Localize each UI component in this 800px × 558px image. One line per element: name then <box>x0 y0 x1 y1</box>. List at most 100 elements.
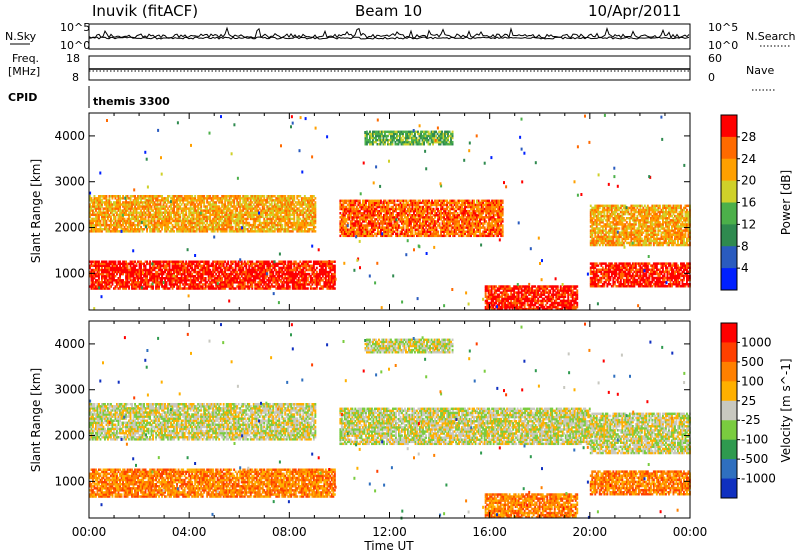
power-cell <box>254 228 256 230</box>
power-cell <box>293 195 295 197</box>
power-cell <box>287 228 289 230</box>
power-cell <box>427 204 429 206</box>
nsky-trace <box>89 28 689 38</box>
power-cell <box>268 201 270 203</box>
power-cell <box>110 201 112 203</box>
power-cell <box>310 261 312 263</box>
power-cell <box>161 195 163 197</box>
power-cell <box>314 207 316 209</box>
power-cell <box>139 230 141 232</box>
power-cell <box>281 201 283 203</box>
power-cell <box>133 222 135 224</box>
power-cell <box>169 267 171 269</box>
nsky-top-tick-left: 10^5 <box>60 21 90 34</box>
power-cell <box>154 201 156 203</box>
power-cell <box>184 222 186 224</box>
power-cell <box>194 195 196 197</box>
power-cell <box>230 222 232 224</box>
power-cell <box>295 261 297 263</box>
power-cell <box>302 214 304 216</box>
power-cell <box>109 197 111 199</box>
power-cell <box>316 271 318 273</box>
power-cell <box>122 197 124 199</box>
power-cell <box>235 261 237 263</box>
power-cell <box>160 230 162 232</box>
power-cell <box>173 207 175 209</box>
power-cell <box>209 201 211 203</box>
power-cell <box>290 267 292 269</box>
power-cell <box>271 283 273 285</box>
power-cell <box>313 195 315 197</box>
power-cell <box>166 230 168 232</box>
power-cell <box>280 230 282 232</box>
power-cell <box>329 283 331 285</box>
power-cell <box>136 263 138 265</box>
power-cell <box>149 261 151 263</box>
power-cell <box>128 285 130 287</box>
power-cell <box>232 228 234 230</box>
power-cell <box>140 261 142 263</box>
power-cell <box>209 195 211 197</box>
power-cell <box>274 222 276 224</box>
power-cell <box>164 201 166 203</box>
power-cell <box>244 261 246 263</box>
power-cell <box>247 228 249 230</box>
power-cell <box>103 273 105 275</box>
power-cell <box>242 267 244 269</box>
power-cell <box>412 229 414 231</box>
power-cell <box>394 200 396 202</box>
power-cell <box>145 222 147 224</box>
power-cell <box>314 230 316 232</box>
power-cell <box>334 265 336 267</box>
power-cell <box>308 273 310 275</box>
power-cell <box>127 283 129 285</box>
power-cell <box>274 230 276 232</box>
power-cell <box>293 214 295 216</box>
power-cell <box>308 283 310 285</box>
power-cell <box>217 230 219 232</box>
power-cell <box>182 261 184 263</box>
power-cell <box>116 228 118 230</box>
power-cell <box>365 204 367 206</box>
power-cell <box>167 228 169 230</box>
power-cell <box>284 261 286 263</box>
power-cell <box>395 210 397 212</box>
power-cell <box>290 261 292 263</box>
power-cell <box>365 220 367 222</box>
power-cell <box>311 201 313 203</box>
power-cell <box>345 220 347 222</box>
power-cell <box>328 273 330 275</box>
power-cell <box>193 228 195 230</box>
power-cell <box>374 229 376 231</box>
power-cell <box>293 218 295 220</box>
power-cell <box>239 201 241 203</box>
power-cell <box>206 230 208 232</box>
power-cell <box>232 226 234 228</box>
power-cell <box>191 267 193 269</box>
power-cell <box>251 228 253 230</box>
power-cell <box>269 267 271 269</box>
power-cell <box>272 273 274 275</box>
power-cell <box>146 228 148 230</box>
power-cell <box>268 283 270 285</box>
power-cell <box>125 261 127 263</box>
power-cell <box>239 195 241 197</box>
power-cell <box>170 222 172 224</box>
nave-tick-0: 0 <box>708 71 715 84</box>
power-cell <box>100 207 102 209</box>
power-cell <box>334 269 336 271</box>
power-cell <box>342 204 344 206</box>
power-cell <box>119 201 121 203</box>
power-cell <box>142 230 144 232</box>
power-cell <box>226 212 228 214</box>
power-cell <box>241 212 243 214</box>
power-cell <box>140 226 142 228</box>
power-cell <box>196 230 198 232</box>
power-cell <box>314 226 316 228</box>
power-cell <box>220 267 222 269</box>
power-cell <box>122 273 124 275</box>
power-cell <box>392 233 394 235</box>
power-cell <box>193 214 195 216</box>
power-cell <box>145 212 147 214</box>
